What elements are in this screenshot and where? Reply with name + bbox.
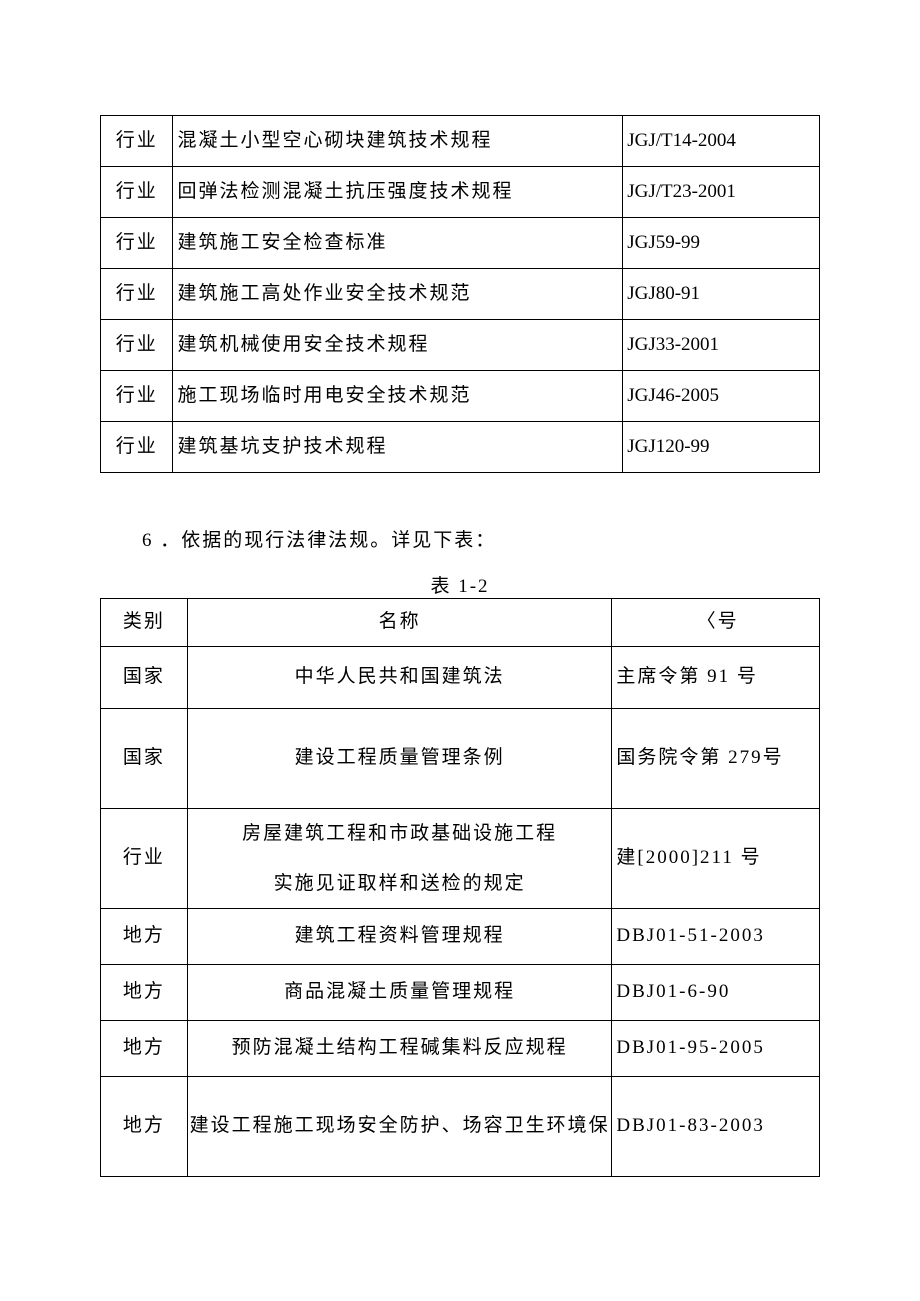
cell-name: 建筑基坑支护技术规程 (173, 422, 623, 473)
cell-name: 混凝土小型空心砌块建筑技术规程 (173, 116, 623, 167)
cell-name: 回弹法检测混凝土抗压强度技术规程 (173, 167, 623, 218)
cell-name: 房屋建筑工程和市政基础设施工程 实施见证取样和送检的规定 (187, 809, 612, 909)
cell-code: JGJ/T14-2004 (623, 116, 820, 167)
section-body: ．依据的现行法律法规。详见下表： (160, 530, 496, 551)
cell-code: JGJ/T23-2001 (623, 167, 820, 218)
cell-category: 行业 (101, 320, 173, 371)
table-row: 行业 回弹法检测混凝土抗压强度技术规程 JGJ/T23-2001 (101, 167, 820, 218)
cell-category: 地方 (101, 1077, 188, 1177)
cell-name: 施工现场临时用电安全技术规范 (173, 371, 623, 422)
cell-category: 国家 (101, 647, 188, 709)
cell-code: 主席令第 91 号 (612, 647, 820, 709)
table-row: 行业 建筑基坑支护技术规程 JGJ120-99 (101, 422, 820, 473)
table-row: 行业 混凝土小型空心砌块建筑技术规程 JGJ/T14-2004 (101, 116, 820, 167)
table2-caption: 表 1-2 (100, 571, 820, 598)
cell-category: 地方 (101, 909, 188, 965)
section-number: 6 (142, 530, 154, 551)
standards-table-1: 行业 混凝土小型空心砌块建筑技术规程 JGJ/T14-2004 行业 回弹法检测… (100, 115, 820, 473)
cell-name: 建设工程质量管理条例 (187, 709, 612, 809)
table2-body: 国家 中华人民共和国建筑法 主席令第 91 号 国家 建设工程质量管理条例 国务… (101, 647, 820, 1177)
cell-category: 行业 (101, 371, 173, 422)
header-code: 〈号 (612, 599, 820, 647)
table-row: 行业 建筑机械使用安全技术规程 JGJ33-2001 (101, 320, 820, 371)
cell-name: 建筑机械使用安全技术规程 (173, 320, 623, 371)
cell-name: 建筑施工安全检查标准 (173, 218, 623, 269)
cell-code: DBJ01-83-2003 (612, 1077, 820, 1177)
cell-code: JGJ59-99 (623, 218, 820, 269)
cell-category: 地方 (101, 1021, 188, 1077)
table-header-row: 类别 名称 〈号 (101, 599, 820, 647)
cell-category: 行业 (101, 167, 173, 218)
cell-name-line1: 房屋建筑工程和市政基础设施工程 (242, 823, 557, 844)
cell-name: 建筑工程资料管理规程 (187, 909, 612, 965)
cell-code: JGJ46-2005 (623, 371, 820, 422)
cell-name: 建设工程施工现场安全防护、场容卫生环境保 (187, 1077, 612, 1177)
cell-name: 建筑施工高处作业安全技术规范 (173, 269, 623, 320)
cell-code: DBJ01-95-2005 (612, 1021, 820, 1077)
cell-category: 行业 (101, 218, 173, 269)
cell-code: 建[2000]211 号 (612, 809, 820, 909)
cell-code: DBJ01-51-2003 (612, 909, 820, 965)
cell-name: 中华人民共和国建筑法 (187, 647, 612, 709)
cell-code: JGJ33-2001 (623, 320, 820, 371)
table-row: 行业 建筑施工高处作业安全技术规范 JGJ80-91 (101, 269, 820, 320)
header-name: 名称 (187, 599, 612, 647)
table-row: 地方 建设工程施工现场安全防护、场容卫生环境保 DBJ01-83-2003 (101, 1077, 820, 1177)
cell-category: 地方 (101, 965, 188, 1021)
header-category: 类别 (101, 599, 188, 647)
table-row: 国家 建设工程质量管理条例 国务院令第 279号 (101, 709, 820, 809)
cell-name: 商品混凝土质量管理规程 (187, 965, 612, 1021)
cell-category: 行业 (101, 809, 188, 909)
table-row: 行业 建筑施工安全检查标准 JGJ59-99 (101, 218, 820, 269)
cell-category: 国家 (101, 709, 188, 809)
table-row: 地方 建筑工程资料管理规程 DBJ01-51-2003 (101, 909, 820, 965)
table1-body: 行业 混凝土小型空心砌块建筑技术规程 JGJ/T14-2004 行业 回弹法检测… (101, 116, 820, 473)
table-row: 行业 施工现场临时用电安全技术规范 JGJ46-2005 (101, 371, 820, 422)
cell-code: JGJ120-99 (623, 422, 820, 473)
cell-category: 行业 (101, 269, 173, 320)
table-row: 地方 商品混凝土质量管理规程 DBJ01-6-90 (101, 965, 820, 1021)
table-row: 地方 预防混凝土结构工程碱集料反应规程 DBJ01-95-2005 (101, 1021, 820, 1077)
document-page: 行业 混凝土小型空心砌块建筑技术规程 JGJ/T14-2004 行业 回弹法检测… (0, 0, 920, 1297)
table-row: 行业 房屋建筑工程和市政基础设施工程 实施见证取样和送检的规定 建[2000]2… (101, 809, 820, 909)
laws-table-2: 类别 名称 〈号 国家 中华人民共和国建筑法 主席令第 91 号 国家 建设工程… (100, 598, 820, 1177)
cell-code: 国务院令第 279号 (612, 709, 820, 809)
cell-name: 预防混凝土结构工程碱集料反应规程 (187, 1021, 612, 1077)
cell-code: JGJ80-91 (623, 269, 820, 320)
table2-head: 类别 名称 〈号 (101, 599, 820, 647)
section-heading: 6 ．依据的现行法律法规。详见下表： (142, 525, 820, 552)
cell-category: 行业 (101, 116, 173, 167)
cell-name-line2: 实施见证取样和送检的规定 (274, 873, 526, 894)
cell-code: DBJ01-6-90 (612, 965, 820, 1021)
cell-category: 行业 (101, 422, 173, 473)
table-row: 国家 中华人民共和国建筑法 主席令第 91 号 (101, 647, 820, 709)
